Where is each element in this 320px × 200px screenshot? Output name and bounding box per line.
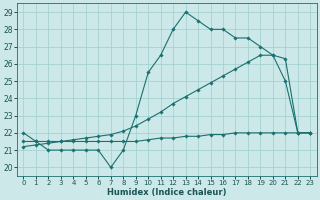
X-axis label: Humidex (Indice chaleur): Humidex (Indice chaleur) (107, 188, 227, 197)
